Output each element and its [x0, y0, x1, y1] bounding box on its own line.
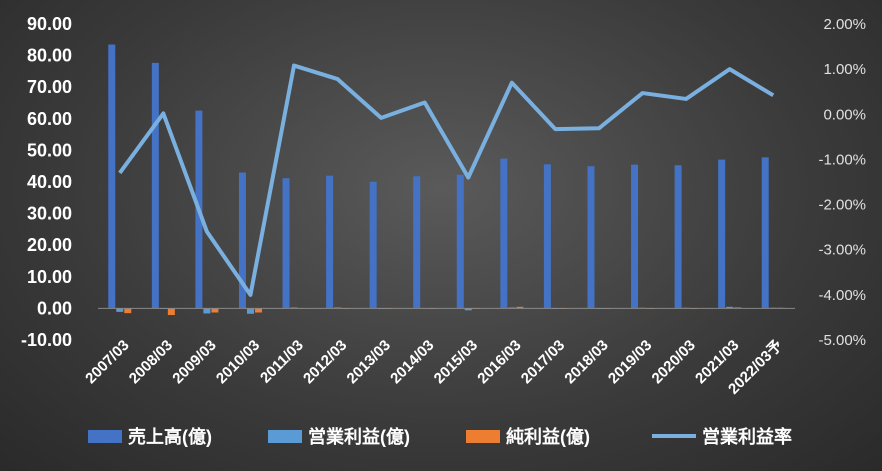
bar-0-6 — [369, 181, 377, 309]
line-0 — [118, 63, 775, 297]
y-right-tick-label: 1.00% — [823, 61, 866, 78]
x-tick-label: 2008/03 — [126, 337, 176, 387]
bar-2-2 — [211, 308, 219, 313]
bar-2-9 — [516, 306, 524, 309]
x-tick-label: 2017/03 — [518, 337, 568, 387]
legend-swatch-2 — [466, 430, 500, 443]
bar-2-3 — [254, 308, 262, 313]
y-left-tick-label: 0.00 — [37, 298, 72, 318]
bar-0-11 — [587, 166, 595, 309]
y-left-tick-label: 10.00 — [27, 267, 72, 287]
x-tick-label: 2010/03 — [213, 337, 263, 387]
y-right-tick-label: -3.00% — [818, 242, 866, 259]
y-left-tick-label: 20.00 — [27, 235, 72, 255]
y-axis-left: -10.00 0.00 10.00 20.00 30.00 40.00 50.00 60.00… — [21, 14, 72, 350]
bar-1-3 — [246, 308, 254, 314]
bar-1-2 — [203, 308, 211, 314]
bar-0-8 — [456, 174, 464, 309]
legend-swatch-0 — [88, 430, 122, 443]
y-right-tick-label: -1.00% — [818, 151, 866, 168]
y-right-tick-label: -2.00% — [818, 197, 866, 214]
y-axis-right: -5.00% -4.00% -3.00% -2.00% -1.00% 0.00% 1.00%… — [818, 16, 866, 349]
bar-1-14 — [726, 306, 734, 309]
bar-0-3 — [238, 172, 246, 309]
y-left-tick-label: 50.00 — [27, 140, 72, 160]
bar-2-0 — [124, 308, 132, 314]
x-tick-label: 2018/03 — [561, 337, 611, 387]
bar-0-15 — [761, 157, 769, 309]
y-right-tick-label: -4.00% — [818, 287, 866, 304]
y-left-tick-label: 40.00 — [27, 172, 72, 192]
bar-0-0 — [108, 44, 116, 309]
x-tick-label: 2015/03 — [431, 337, 481, 387]
x-tick-label: 2007/03 — [82, 337, 132, 387]
x-tick-label: 2019/03 — [605, 337, 655, 387]
bar-0-4 — [282, 178, 290, 309]
x-tick-label: 2020/03 — [649, 337, 699, 387]
y-right-tick-label: 2.00% — [823, 16, 866, 33]
legend-swatch-1 — [268, 430, 302, 443]
bar-2-1 — [167, 308, 175, 316]
x-tick-label: 2009/03 — [169, 337, 219, 387]
bar-0-1 — [151, 62, 159, 309]
bar-0-7 — [413, 176, 421, 309]
x-tick-label: 2016/03 — [474, 337, 524, 387]
x-tick-label: 2014/03 — [387, 337, 437, 387]
bar-0-12 — [631, 164, 639, 309]
x-tick-label: 2013/03 — [344, 337, 394, 387]
bar-1-8 — [464, 308, 472, 311]
y-right-tick-label: 0.00% — [823, 106, 866, 123]
bar-1-0 — [116, 308, 124, 312]
x-tick-label: 2011/03 — [257, 337, 307, 387]
legend-label-1: 営業利益(億) — [308, 426, 410, 447]
y-left-tick-label: 80.00 — [27, 46, 72, 66]
x-tick-label: 2012/03 — [300, 337, 350, 387]
bars — [108, 44, 785, 316]
bar-0-13 — [674, 165, 682, 309]
legend-label-3: 営業利益率 — [702, 426, 792, 447]
x-axis: 2007/032008/032009/032010/032011/032012/… — [82, 337, 786, 398]
legend: 売上高(億) 営業利益(億) 純利益(億) 営業利益率 — [88, 426, 792, 447]
y-left-tick-label: 90.00 — [27, 14, 72, 34]
y-left-tick-label: -10.00 — [21, 330, 72, 350]
bar-0-10 — [543, 164, 551, 309]
y-left-tick-label: 70.00 — [27, 77, 72, 97]
bar-0-14 — [718, 159, 726, 309]
y-right-tick-label: -5.00% — [818, 332, 866, 349]
line-series — [118, 63, 775, 297]
y-left-tick-label: 60.00 — [27, 109, 72, 129]
bar-0-9 — [500, 158, 508, 309]
y-left-tick-label: 30.00 — [27, 204, 72, 224]
legend-label-0: 売上高(億) — [128, 426, 212, 447]
bar-0-5 — [326, 175, 334, 309]
legend-label-2: 純利益(億) — [506, 426, 590, 447]
